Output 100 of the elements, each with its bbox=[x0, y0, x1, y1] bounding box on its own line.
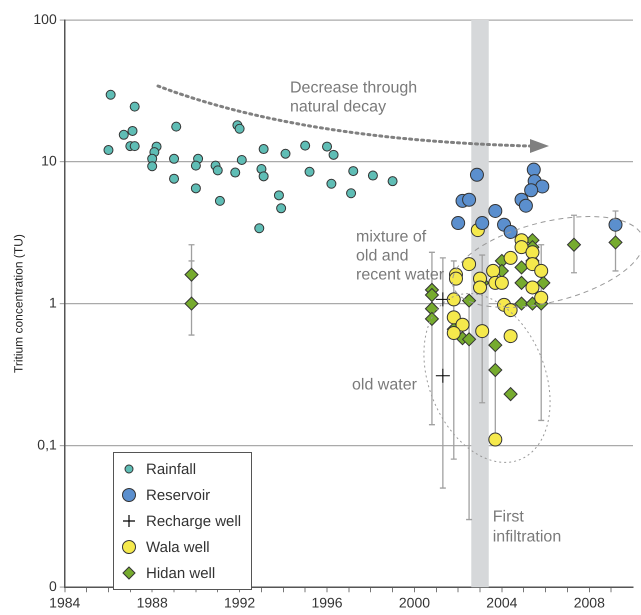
point bbox=[304, 166, 315, 177]
legend-label: Reservoir bbox=[146, 486, 210, 504]
point bbox=[473, 280, 488, 294]
point bbox=[525, 280, 540, 294]
point bbox=[566, 238, 581, 252]
point bbox=[446, 326, 461, 340]
point bbox=[190, 160, 201, 171]
point bbox=[169, 154, 180, 164]
x-tick-label: 1988 bbox=[136, 594, 168, 610]
point bbox=[470, 168, 484, 182]
x-tick-label: 2008 bbox=[574, 594, 606, 610]
y-tick-label: 1 bbox=[48, 294, 57, 310]
point bbox=[494, 276, 509, 290]
point bbox=[504, 387, 518, 402]
point bbox=[230, 168, 240, 178]
point bbox=[130, 141, 140, 152]
point bbox=[424, 302, 439, 316]
point bbox=[328, 150, 339, 160]
point bbox=[488, 363, 502, 378]
x-tick-label: 1996 bbox=[311, 594, 343, 610]
point bbox=[103, 145, 114, 156]
annotation: old water bbox=[352, 376, 418, 394]
point bbox=[536, 276, 550, 290]
x-tick-label: 2000 bbox=[398, 594, 430, 610]
point bbox=[128, 126, 138, 136]
point bbox=[326, 178, 336, 189]
point bbox=[446, 310, 461, 324]
point bbox=[184, 268, 199, 282]
point bbox=[504, 303, 518, 318]
point bbox=[424, 288, 439, 302]
y-tick-label: 100 bbox=[33, 10, 57, 27]
point bbox=[608, 235, 623, 250]
point bbox=[147, 161, 158, 172]
point bbox=[446, 292, 461, 306]
point bbox=[169, 174, 180, 184]
band-label: First infiltration bbox=[492, 508, 562, 546]
point bbox=[608, 218, 623, 232]
point bbox=[475, 324, 490, 338]
point bbox=[456, 318, 470, 332]
point bbox=[535, 179, 550, 194]
point bbox=[254, 223, 264, 234]
point bbox=[184, 296, 199, 311]
x-tick-label: 1992 bbox=[224, 594, 256, 610]
point bbox=[274, 190, 284, 200]
point bbox=[504, 329, 518, 344]
point bbox=[346, 188, 356, 198]
point bbox=[118, 130, 129, 140]
point bbox=[488, 338, 502, 352]
point bbox=[234, 124, 245, 134]
point bbox=[424, 312, 439, 326]
point bbox=[435, 292, 450, 307]
legend-label: Hidan well bbox=[146, 564, 216, 582]
point bbox=[514, 296, 529, 311]
point bbox=[258, 171, 269, 182]
x-tick-label: 2004 bbox=[486, 594, 518, 610]
point bbox=[525, 257, 540, 272]
point bbox=[514, 260, 529, 274]
point bbox=[462, 192, 476, 207]
point bbox=[488, 432, 502, 447]
point bbox=[475, 216, 490, 230]
point bbox=[462, 332, 476, 346]
point bbox=[534, 264, 548, 278]
point bbox=[236, 154, 247, 165]
x-tick-label: 1984 bbox=[49, 594, 81, 610]
point bbox=[435, 368, 450, 384]
point bbox=[514, 240, 529, 254]
point bbox=[462, 294, 476, 308]
point bbox=[171, 122, 182, 132]
point bbox=[524, 183, 538, 198]
point bbox=[214, 196, 225, 206]
point bbox=[534, 290, 548, 305]
point bbox=[348, 166, 358, 176]
point bbox=[276, 203, 286, 214]
point bbox=[368, 170, 378, 181]
point bbox=[448, 272, 463, 286]
point bbox=[526, 162, 541, 177]
point bbox=[300, 140, 310, 151]
y-tick-label: 10 bbox=[41, 152, 57, 169]
point bbox=[106, 90, 116, 100]
point bbox=[504, 224, 518, 239]
y-tick-label: 0 bbox=[48, 578, 57, 594]
point bbox=[212, 165, 223, 176]
point bbox=[518, 198, 533, 213]
legend-label: Wala well bbox=[146, 538, 210, 556]
point bbox=[388, 176, 398, 186]
point bbox=[525, 245, 540, 260]
point bbox=[280, 148, 290, 159]
annotation: Decrease through natural decay bbox=[290, 79, 418, 116]
point bbox=[258, 144, 269, 154]
y-tick-label: 0,1 bbox=[37, 436, 57, 452]
point bbox=[462, 257, 476, 272]
legend-label: Rainfall bbox=[146, 460, 196, 478]
point bbox=[486, 264, 500, 278]
y-axis-title: Tritium concentration (TU) bbox=[12, 234, 26, 374]
legend-label: Recharge well bbox=[146, 512, 242, 530]
point bbox=[504, 250, 518, 265]
point bbox=[514, 276, 529, 290]
point bbox=[130, 102, 140, 112]
point bbox=[488, 204, 502, 218]
point bbox=[451, 216, 466, 230]
